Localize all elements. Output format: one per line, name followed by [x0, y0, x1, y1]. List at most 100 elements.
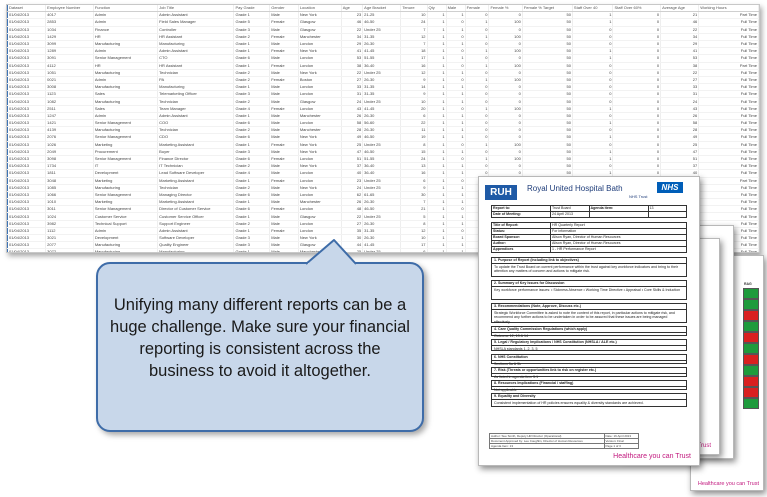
table-cell[interactable]: 1: [427, 155, 447, 164]
table-cell[interactable]: 50: [522, 83, 573, 92]
table-cell[interactable]: 1: [427, 26, 447, 34]
table-cell[interactable]: 1: [446, 83, 466, 92]
column-header[interactable]: Female % Target: [522, 5, 573, 13]
table-cell[interactable]: 51-55: [362, 54, 402, 63]
table-cell[interactable]: Grade 2: [233, 184, 271, 192]
table-cell[interactable]: 1: [427, 220, 447, 228]
table-cell[interactable]: Sales: [93, 105, 159, 113]
table-cell[interactable]: 1: [427, 97, 447, 106]
table-cell[interactable]: Grade 6: [233, 191, 271, 200]
table-cell[interactable]: Male: [269, 40, 299, 49]
table-cell[interactable]: Male: [269, 119, 299, 128]
table-cell[interactable]: 50: [522, 76, 573, 85]
table-cell[interactable]: 01/04/2013: [7, 133, 47, 142]
table-cell[interactable]: Full Time: [698, 47, 759, 56]
table-cell[interactable]: 1024: [45, 212, 94, 221]
table-cell[interactable]: Full Time: [698, 169, 759, 178]
table-cell[interactable]: Development: [93, 234, 159, 243]
table-cell[interactable]: Grade 2: [233, 126, 271, 135]
table-cell[interactable]: PA: [157, 76, 235, 85]
table-cell[interactable]: 17: [400, 54, 428, 63]
table-cell[interactable]: Female: [269, 155, 299, 164]
column-header[interactable]: Age: [341, 5, 364, 13]
table-cell[interactable]: 1010: [45, 198, 94, 207]
table-cell[interactable]: 0: [572, 126, 614, 135]
table-cell[interactable]: 1: [427, 90, 447, 99]
table-cell[interactable]: Under 25: [362, 26, 402, 34]
table-cell[interactable]: 1: [446, 220, 466, 228]
table-cell[interactable]: 1: [427, 162, 447, 171]
table-cell[interactable]: 26-30: [362, 76, 402, 85]
table-cell[interactable]: 15: [400, 148, 428, 156]
table-cell[interactable]: Grade 4: [233, 105, 271, 113]
table-cell[interactable]: 0: [572, 33, 614, 41]
table-cell[interactable]: 25: [660, 141, 700, 149]
table-cell[interactable]: Grade 3: [233, 241, 271, 250]
table-cell[interactable]: London: [298, 205, 342, 214]
table-cell[interactable]: 0: [465, 126, 490, 135]
table-cell[interactable]: Full Time: [698, 148, 759, 156]
table-cell[interactable]: 50: [522, 11, 573, 20]
table-cell[interactable]: 22: [660, 26, 700, 34]
table-cell[interactable]: 100: [488, 76, 523, 85]
table-cell[interactable]: Manufacturing: [157, 83, 235, 92]
table-cell[interactable]: HR Assistant: [157, 33, 235, 41]
table-cell[interactable]: 22: [341, 212, 364, 221]
table-cell[interactable]: 0: [612, 112, 662, 121]
table-cell[interactable]: 10: [400, 234, 428, 243]
table-cell[interactable]: 8: [400, 141, 428, 149]
table-cell[interactable]: 01/04/2013: [7, 33, 47, 41]
table-cell[interactable]: 33: [341, 83, 364, 92]
table-cell[interactable]: 1734: [45, 162, 94, 171]
table-cell[interactable]: 6: [400, 112, 428, 121]
table-cell[interactable]: Grade 3: [233, 26, 271, 34]
table-cell[interactable]: 4112: [45, 62, 94, 70]
table-cell[interactable]: 30: [400, 191, 428, 200]
table-cell[interactable]: Male: [269, 241, 299, 250]
table-cell[interactable]: 0021: [45, 76, 94, 85]
table-cell[interactable]: Full Time: [698, 83, 759, 92]
table-cell[interactable]: 49: [341, 133, 364, 142]
table-cell[interactable]: 28: [341, 126, 364, 135]
table-cell[interactable]: 1: [427, 198, 447, 207]
table-cell[interactable]: 31: [660, 90, 700, 99]
table-cell[interactable]: 27: [341, 76, 364, 85]
table-cell[interactable]: 3098: [45, 155, 94, 164]
table-cell[interactable]: 1026: [45, 141, 94, 149]
table-cell[interactable]: 1: [446, 40, 466, 49]
table-row[interactable]: 01/04/2013 1429 HR HR Assistant Grade 2 Femal…: [7, 33, 759, 41]
table-cell[interactable]: Male: [269, 248, 299, 252]
table-cell[interactable]: 41: [341, 47, 364, 56]
table-cell[interactable]: 16: [400, 62, 428, 70]
table-cell[interactable]: 0: [572, 26, 614, 34]
table-cell[interactable]: 1: [427, 40, 447, 49]
table-cell[interactable]: 46-50: [362, 18, 402, 27]
table-cell[interactable]: 50: [522, 69, 573, 77]
table-cell[interactable]: 31-35: [362, 90, 402, 99]
table-cell[interactable]: Marketing: [93, 198, 159, 207]
table-cell[interactable]: 34: [341, 33, 364, 41]
table-cell[interactable]: 01/04/2013: [7, 169, 47, 178]
table-cell[interactable]: Male: [269, 198, 299, 207]
table-cell[interactable]: 2049: [45, 148, 94, 156]
table-cell[interactable]: Manufacturing: [93, 241, 159, 250]
table-cell[interactable]: IT Technician: [157, 162, 235, 171]
table-cell[interactable]: 0: [488, 133, 523, 142]
table-cell[interactable]: Full Time: [698, 40, 759, 49]
table-cell[interactable]: 0: [465, 119, 490, 128]
table-row[interactable]: 01/04/2013 4017 Admin Admin Assistant Grade …: [7, 11, 759, 20]
table-cell[interactable]: 01/04/2013: [7, 11, 47, 20]
table-cell[interactable]: Marketing: [93, 141, 159, 149]
table-cell[interactable]: 26-30: [362, 112, 402, 121]
table-cell[interactable]: 1: [572, 11, 614, 20]
table-cell[interactable]: 24: [400, 18, 428, 27]
table-cell[interactable]: 21: [400, 205, 428, 214]
table-cell[interactable]: 1421: [45, 119, 94, 128]
table-cell[interactable]: Glasgow: [298, 26, 342, 34]
table-cell[interactable]: 2077: [45, 241, 94, 250]
table-cell[interactable]: Grade 1: [233, 177, 271, 185]
table-cell[interactable]: 1: [465, 47, 490, 56]
table-row[interactable]: 01/04/2013 2049 Procurement Buyer Grade 3 Mal…: [7, 148, 759, 156]
table-cell[interactable]: New York: [298, 234, 342, 243]
table-row[interactable]: 01/04/2013 1051 Manufacturing Technician Gra…: [7, 69, 759, 77]
